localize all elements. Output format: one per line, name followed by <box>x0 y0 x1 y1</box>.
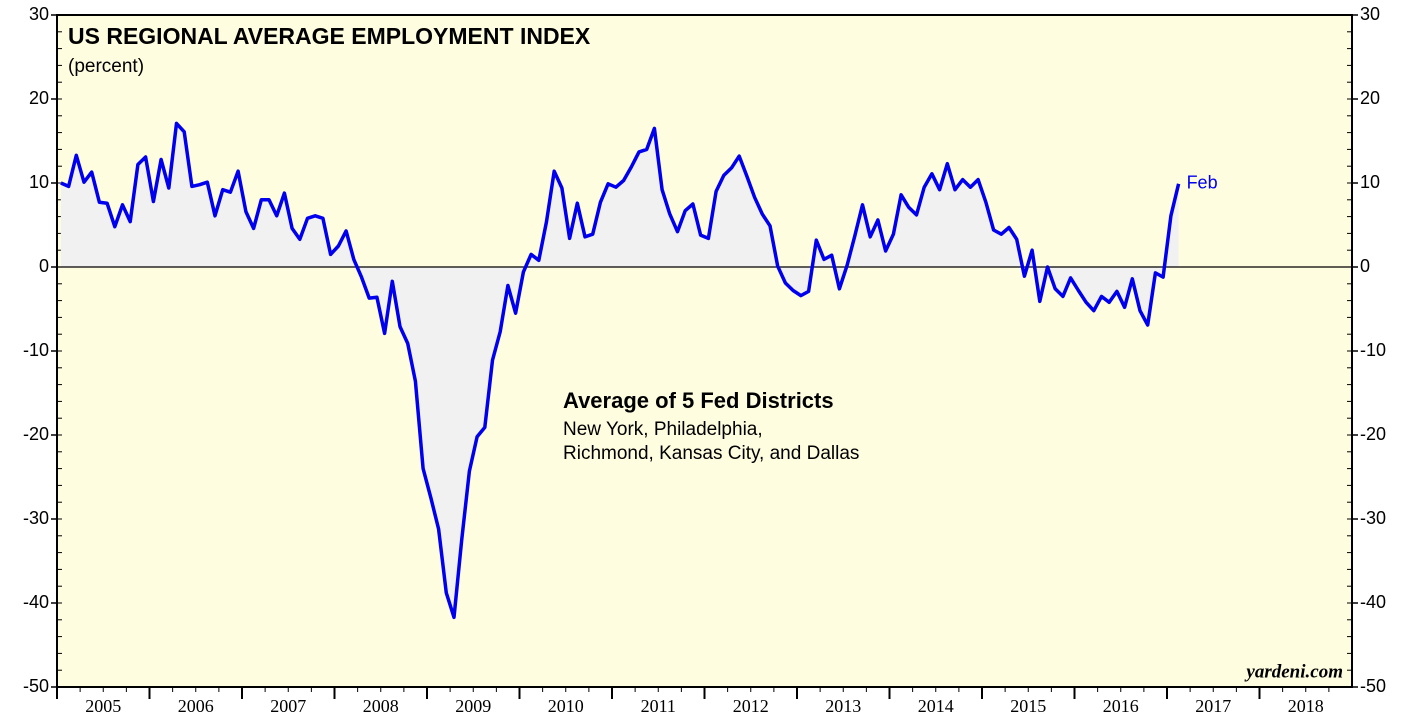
y2-tick-label: 30 <box>1360 4 1380 24</box>
y-tick-label: -20 <box>23 424 49 444</box>
area-fill <box>60 123 1179 618</box>
y2-tick-label: -30 <box>1360 508 1386 528</box>
x-tick-label: 2008 <box>363 696 399 716</box>
x-tick-label: 2007 <box>270 696 306 716</box>
x-tick-label: 2016 <box>1103 696 1139 716</box>
y2-tick-label: -50 <box>1360 676 1386 696</box>
x-tick-label: 2009 <box>455 696 491 716</box>
y2-tick-label: -10 <box>1360 340 1386 360</box>
source-credit: yardeni.com <box>1244 661 1343 682</box>
x-tick-label: 2010 <box>548 696 584 716</box>
y2-tick-label: 0 <box>1360 256 1370 276</box>
y-tick-label: 30 <box>29 4 49 24</box>
x-tick-label: 2011 <box>641 696 676 716</box>
y-tick-label: -10 <box>23 340 49 360</box>
y2-tick-label: 10 <box>1360 172 1380 192</box>
annotation-line: Richmond, Kansas City, and Dallas <box>563 443 859 464</box>
x-tick-label: 2015 <box>1010 696 1046 716</box>
last-point-label: Feb <box>1187 173 1218 193</box>
y2-tick-label: -40 <box>1360 592 1386 612</box>
x-tick-label: 2018 <box>1288 696 1324 716</box>
y-tick-label: 0 <box>39 256 49 276</box>
series-line <box>60 121 1181 620</box>
y-tick-label: -40 <box>23 592 49 612</box>
chart-title: US REGIONAL AVERAGE EMPLOYMENT INDEX <box>68 23 591 49</box>
y-tick-label: 10 <box>29 172 49 192</box>
y2-tick-label: 20 <box>1360 88 1380 108</box>
chart-subtitle: (percent) <box>68 56 144 77</box>
annotation-line: New York, Philadelphia, <box>563 419 763 440</box>
annotation-title: Average of 5 Fed Districts <box>563 388 834 413</box>
y-tick-label: -30 <box>23 508 49 528</box>
x-tick-label: 2017 <box>1195 696 1231 716</box>
x-tick-label: 2014 <box>918 696 954 716</box>
x-tick-label: 2013 <box>825 696 861 716</box>
y-tick-label: 20 <box>29 88 49 108</box>
x-tick-label: 2012 <box>733 696 769 716</box>
y2-tick-label: -20 <box>1360 424 1386 444</box>
y-tick-label: -50 <box>23 676 49 696</box>
x-tick-label: 2005 <box>85 696 121 716</box>
plot-area <box>56 14 1353 688</box>
x-tick-label: 2006 <box>178 696 214 716</box>
